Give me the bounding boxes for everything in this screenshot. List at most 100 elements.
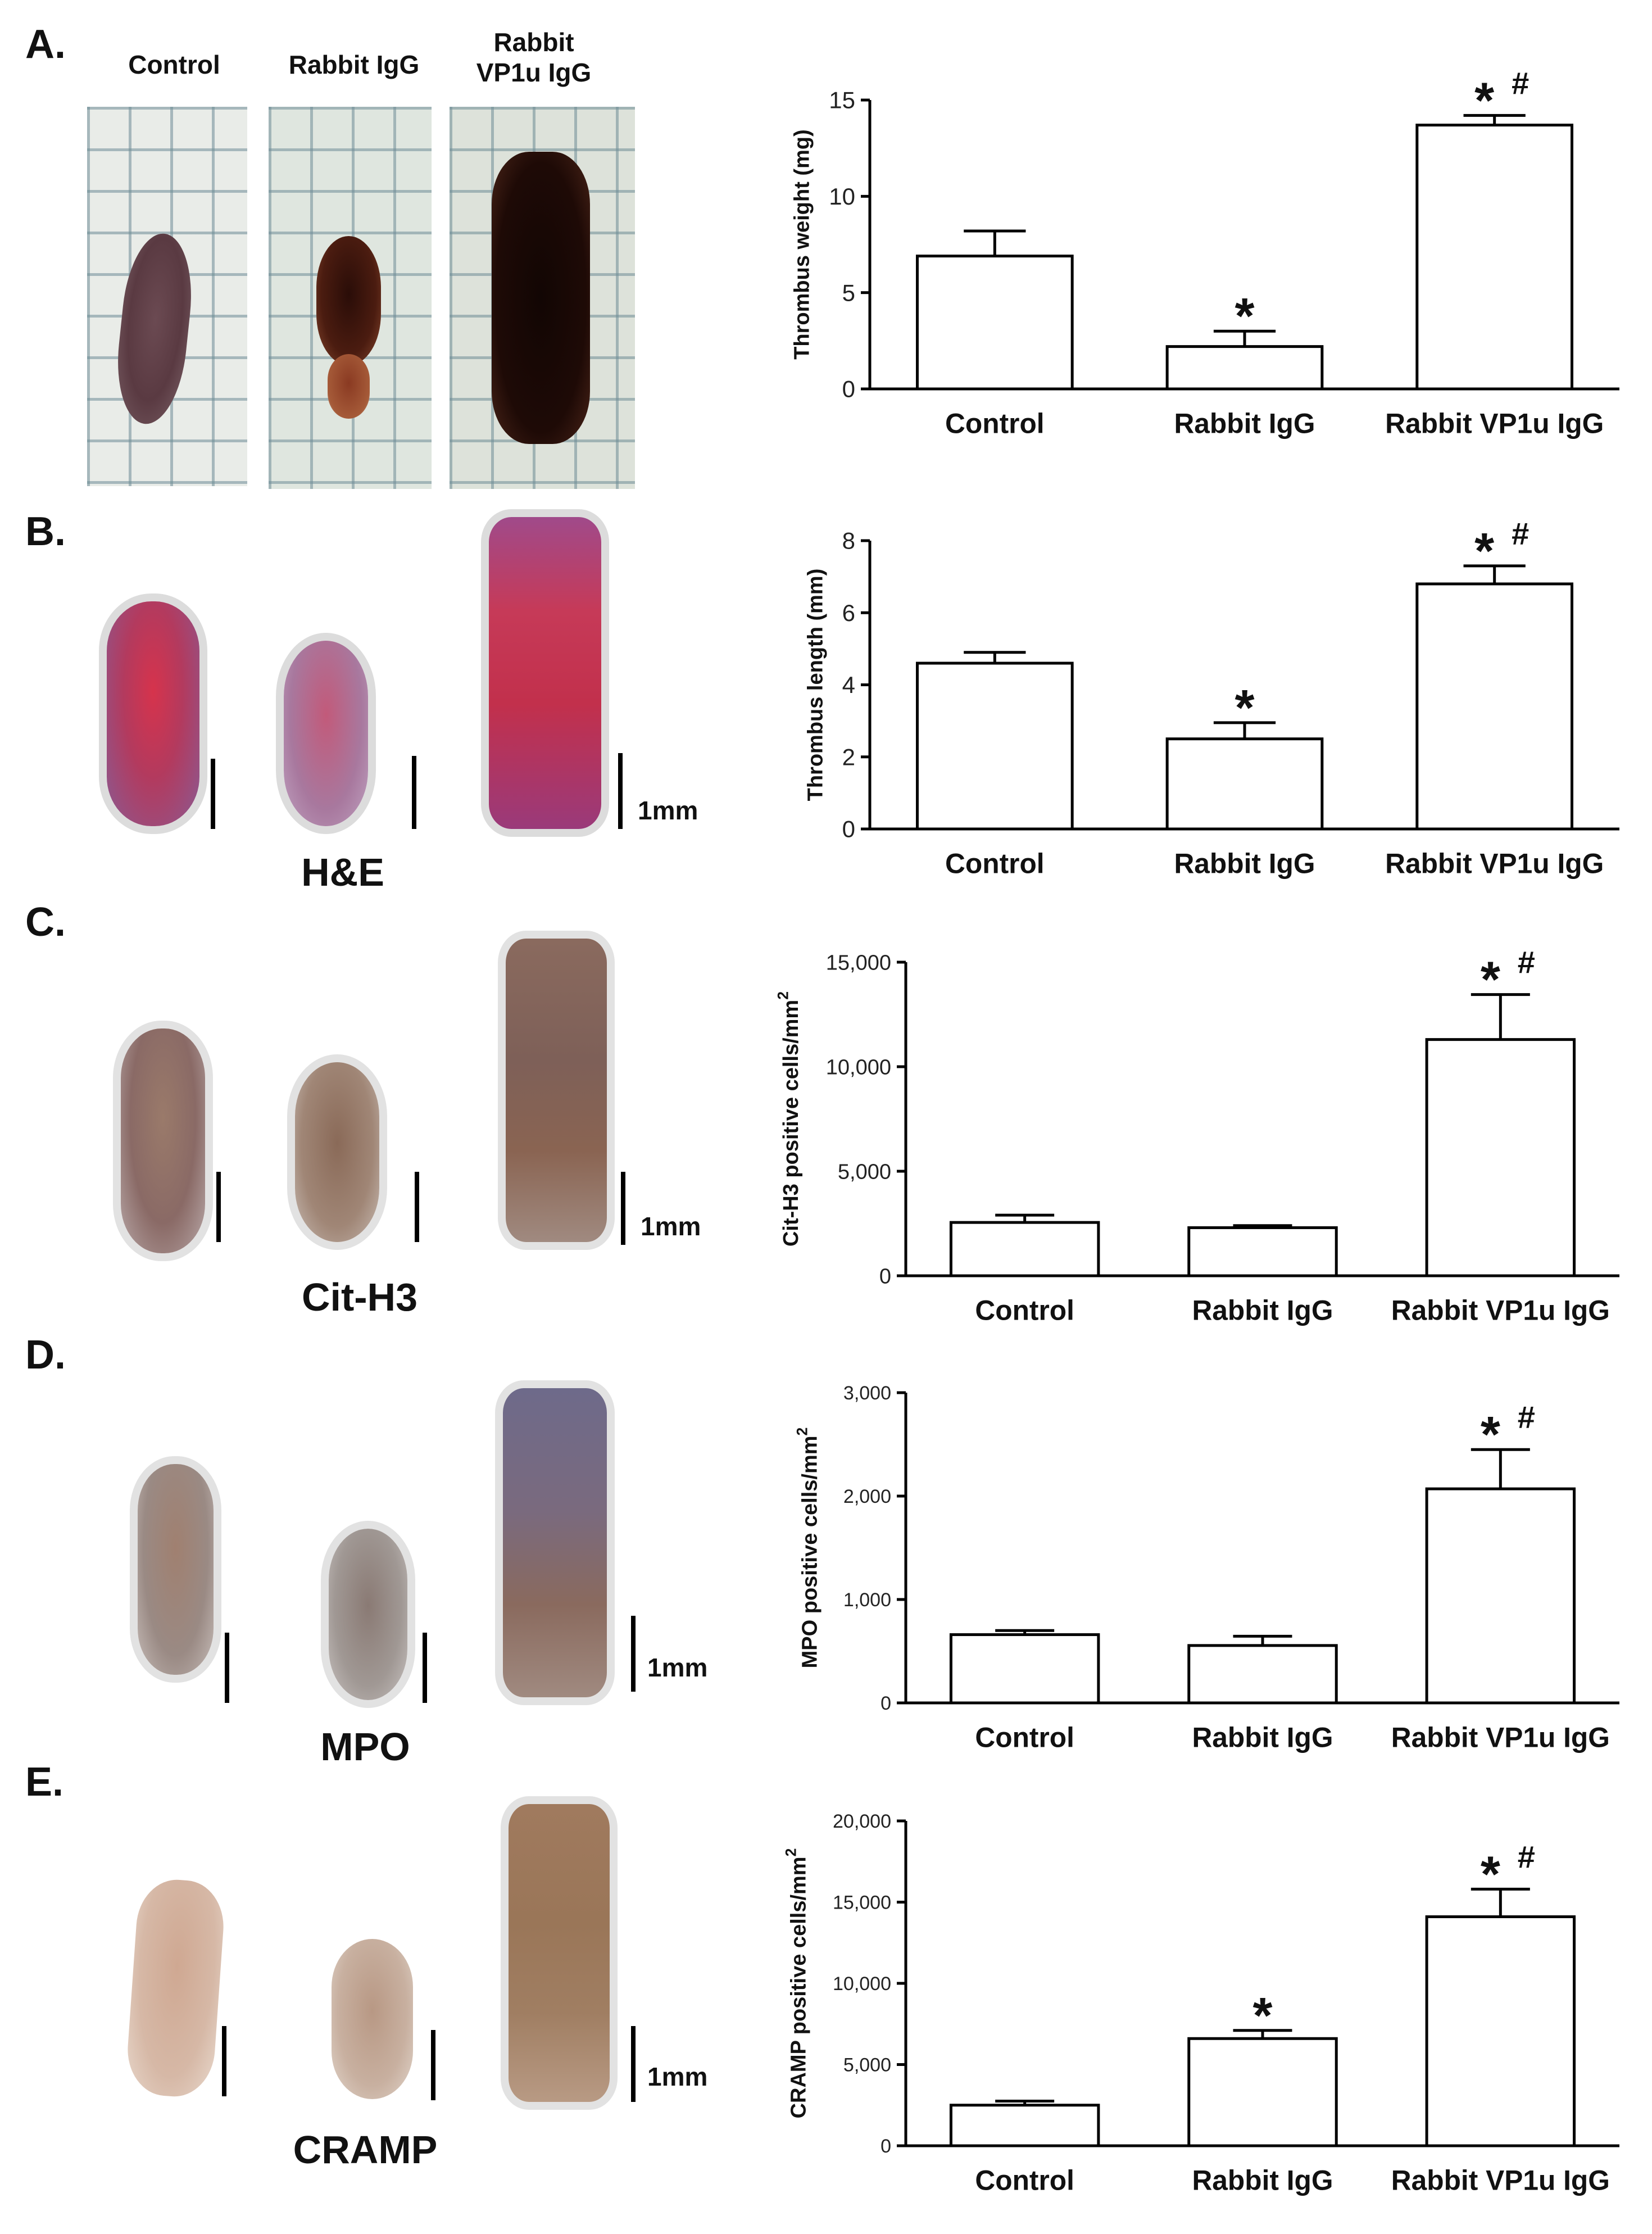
y-axis-label: Thrombus weight (mg): [790, 129, 814, 360]
category-label: Rabbit IgG: [1192, 2164, 1333, 2196]
y-axis-label: CRAMP positive cells/mm2: [783, 1848, 811, 2119]
category-label: Control: [945, 848, 1045, 879]
category-label: Rabbit IgG: [1192, 1721, 1333, 1753]
stain-label-cramp: CRAMP: [293, 2128, 438, 2172]
scale-bar-cith3-rabbit-igg: [415, 1172, 419, 1242]
scale-bar-cith3-rabbit-vp1u-igg: [621, 1172, 625, 1245]
he-section-rabbit-vp1u-igg: [489, 517, 601, 829]
significance-hash: #: [1518, 945, 1535, 980]
y-tick-label: 15,000: [826, 951, 891, 975]
y-tick-label: 5,000: [838, 1160, 891, 1184]
cith3-section-control: [121, 1028, 205, 1253]
stain-label-he: H&E: [301, 850, 384, 894]
thrombus-rabbit-igg-tail: [328, 354, 370, 419]
panel-letter-d: D.: [25, 1333, 66, 1377]
cith3-positive-cells-chart: 0 5,000 10,000 15,000 Cit-H3 positive cells/…: [775, 945, 1619, 1326]
significance-star: *: [1481, 1407, 1500, 1463]
photo-label-rabbit-vp1u-line1: Rabbit: [493, 28, 574, 57]
panel-letter-b: B.: [25, 509, 66, 554]
y-tick-label: 15: [829, 87, 855, 114]
thrombus-rabbit-vp1u-igg: [492, 152, 590, 444]
y-tick-label: 10: [829, 183, 855, 210]
y-tick-label: 6: [842, 600, 855, 626]
panel-letter-a: A.: [25, 22, 66, 67]
scale-bar-cramp-control: [222, 2026, 226, 2096]
bar: [949, 1221, 1100, 1277]
scale-bar-cramp-rabbit-igg: [431, 2030, 435, 2100]
bar: [1165, 345, 1324, 391]
y-tick-label: 10,000: [826, 1055, 891, 1079]
scale-label-mpo: 1mm: [647, 1653, 708, 1682]
category-label: Rabbit VP1u IgG: [1385, 848, 1604, 879]
significance-hash: #: [1518, 1399, 1535, 1435]
y-tick-label: 3,000: [843, 1383, 891, 1404]
significance-star: *: [1481, 1846, 1500, 1902]
category-label: Rabbit VP1u IgG: [1391, 1294, 1610, 1326]
photo-label-rabbit-vp1u-line2: VP1u IgG: [476, 58, 592, 87]
scale-label-cramp: 1mm: [647, 2062, 708, 2091]
significance-hash: #: [1512, 516, 1529, 551]
cramp-section-rabbit-vp1u-igg: [509, 1804, 610, 2102]
scale-bar-mpo-rabbit-vp1u-igg: [631, 1616, 636, 1692]
significance-hash: #: [1518, 1839, 1535, 1874]
scale-bar-he-rabbit-igg: [412, 756, 416, 829]
y-tick-label: 15,000: [833, 1892, 891, 1913]
scale-bar-mpo-rabbit-igg: [423, 1633, 427, 1703]
category-label: Rabbit IgG: [1192, 1294, 1333, 1326]
scale-label-cith3: 1mm: [641, 1212, 701, 1241]
category-label: Control: [945, 407, 1045, 439]
scale-bar-he-rabbit-vp1u-igg: [618, 753, 623, 829]
thrombus-length-chart: 0 2 4 6 8 Thrombus length (mm) Control Rabbit I…: [804, 516, 1619, 879]
stain-label-cith3: Cit-H3: [301, 1275, 418, 1319]
thrombus-rabbit-igg: [316, 236, 381, 365]
bar: [1165, 737, 1324, 831]
significance-star: *: [1252, 1988, 1272, 2044]
y-tick-label: 5: [842, 279, 855, 306]
bar: [1425, 1915, 1576, 2147]
cramp-section-rabbit-igg: [332, 1939, 413, 2099]
category-label: Rabbit VP1u IgG: [1391, 2164, 1610, 2196]
stain-label-mpo: MPO: [320, 1725, 410, 1769]
y-axis-label: MPO positive cells/mm2: [793, 1428, 822, 1669]
mpo-positive-cells-chart: 0 1,000 2,000 3,000 MPO positive cells/mm2 Co…: [793, 1383, 1619, 1753]
y-tick-label: 4: [842, 672, 855, 698]
significance-star: *: [1474, 72, 1494, 129]
significance-hash: #: [1512, 65, 1529, 101]
y-tick-label: 0: [842, 376, 855, 402]
y-axis-label-superscript: 2: [783, 1848, 800, 1857]
bar: [915, 255, 1074, 391]
y-tick-label: 0: [881, 1693, 891, 1714]
y-axis-label-superscript: 2: [793, 1428, 810, 1436]
mpo-section-rabbit-igg: [329, 1529, 407, 1700]
panel-letter-c: C.: [25, 900, 66, 945]
bar: [1415, 124, 1574, 391]
y-tick-label: 20,000: [833, 1811, 891, 1832]
category-label: Rabbit IgG: [1174, 848, 1315, 879]
photo-label-rabbit-vp1u-igg: Rabbit VP1u IgG: [444, 27, 624, 88]
y-tick-label: 2,000: [843, 1486, 891, 1507]
y-tick-label: 2: [842, 744, 855, 770]
thrombus-weight-chart: 0 5 10 15 Thrombus weight (mg) Control Rabbit …: [790, 65, 1619, 439]
bar: [1425, 1038, 1576, 1277]
bar: [1187, 1644, 1338, 1705]
y-axis-label: Cit-H3 positive cells/mm2: [775, 991, 803, 1247]
bar: [949, 2104, 1100, 2147]
y-axis-label-superscript: 2: [775, 991, 792, 1000]
he-section-control: [107, 601, 199, 826]
scale-bar-cith3-control: [216, 1172, 221, 1242]
category-label: Control: [975, 1294, 1074, 1326]
category-label: Rabbit VP1u IgG: [1385, 407, 1604, 439]
y-tick-label: 0: [879, 1265, 891, 1288]
scale-label-he: 1mm: [638, 796, 698, 825]
cith3-section-rabbit-igg: [295, 1062, 379, 1242]
y-tick-label: 0: [881, 2136, 891, 2157]
thrombus-photo-control: [87, 107, 247, 486]
mpo-section-rabbit-vp1u-igg: [503, 1388, 607, 1697]
y-tick-label: 5,000: [843, 2054, 891, 2076]
bar: [1425, 1487, 1576, 1705]
photo-label-rabbit-igg: Rabbit IgG: [288, 50, 420, 79]
category-label: Rabbit VP1u IgG: [1391, 1721, 1610, 1753]
bar: [1187, 2037, 1338, 2147]
he-section-rabbit-igg: [284, 641, 368, 826]
